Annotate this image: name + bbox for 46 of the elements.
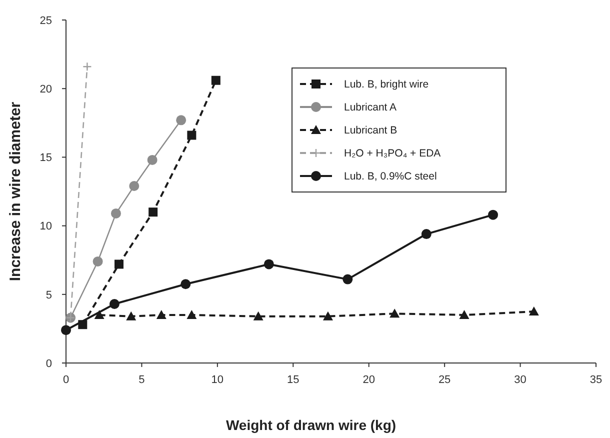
point bbox=[342, 274, 353, 284]
y-tick-label: 0 bbox=[46, 358, 52, 370]
point bbox=[126, 311, 136, 320]
x-tick-label: 35 bbox=[590, 374, 602, 386]
point bbox=[61, 325, 71, 336]
point bbox=[92, 256, 103, 266]
point bbox=[459, 310, 470, 319]
point bbox=[528, 306, 539, 316]
x-tick-label: 20 bbox=[362, 374, 375, 386]
legend-label: Lub. B, bright wire bbox=[344, 78, 429, 91]
legend-label: Lub. B, 0.9%C steel bbox=[344, 170, 437, 183]
point bbox=[180, 279, 191, 290]
legend-label: Lubricant B bbox=[344, 124, 398, 137]
x-tick-label: 25 bbox=[438, 374, 451, 386]
y-tick-label: 20 bbox=[40, 83, 52, 96]
point bbox=[148, 208, 158, 217]
point bbox=[109, 299, 120, 310]
y-tick-label: 15 bbox=[40, 152, 52, 164]
point bbox=[147, 154, 158, 165]
point bbox=[82, 62, 92, 72]
legend-label: H₂O + H₃PO₄ + EDA bbox=[344, 148, 441, 160]
point bbox=[110, 208, 121, 218]
y-axis-title: Increase in wire diameter bbox=[7, 102, 24, 282]
point bbox=[156, 310, 166, 319]
point bbox=[129, 181, 140, 192]
x-tick-label: 5 bbox=[138, 374, 145, 386]
y-tick-label: 25 bbox=[40, 14, 52, 27]
point bbox=[264, 259, 274, 270]
point bbox=[114, 260, 124, 269]
y-tick-label: 10 bbox=[40, 220, 52, 233]
x-tick-label: 30 bbox=[514, 374, 526, 386]
x-tick-label: 15 bbox=[287, 374, 300, 386]
point bbox=[390, 308, 400, 318]
y-tick-label: 5 bbox=[46, 289, 52, 302]
point bbox=[211, 76, 220, 85]
point bbox=[186, 310, 197, 319]
point bbox=[421, 229, 432, 240]
x-tick-label: 10 bbox=[211, 374, 224, 386]
x-tick-label: 0 bbox=[62, 374, 70, 386]
point bbox=[322, 311, 333, 320]
point bbox=[176, 115, 186, 126]
point bbox=[187, 130, 196, 140]
point bbox=[253, 311, 264, 320]
point bbox=[488, 210, 498, 220]
x-axis-title: Weight of drawn wire (kg) bbox=[226, 417, 396, 433]
legend-label: Lubricant A bbox=[344, 102, 397, 114]
